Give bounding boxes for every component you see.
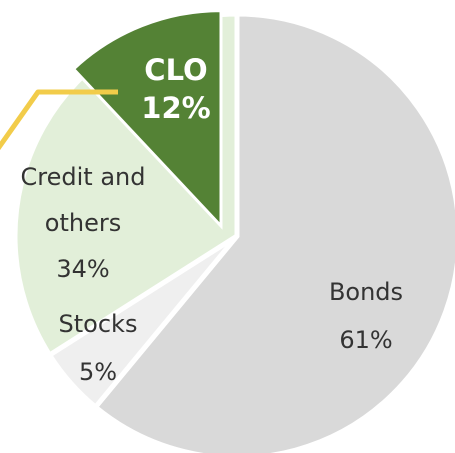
pie-sub-slice-2 bbox=[71, 9, 223, 230]
label-credit-line-2: 34% bbox=[56, 255, 109, 283]
label-bonds-line-0: Bonds bbox=[329, 278, 403, 306]
pie-slice-0 bbox=[92, 11, 455, 453]
label-clo-line-1: 12% bbox=[141, 91, 210, 125]
label-clo-line-0: CLO bbox=[144, 53, 207, 87]
label-stocks-line-1: 5% bbox=[79, 358, 117, 386]
label-bonds-line-1: 61% bbox=[339, 326, 392, 354]
label-stocks-line-0: Stocks bbox=[59, 310, 138, 338]
leader-line bbox=[0, 89, 118, 151]
label-credit-line-1: others bbox=[45, 209, 121, 237]
label-credit-line-0: Credit and bbox=[21, 163, 146, 191]
